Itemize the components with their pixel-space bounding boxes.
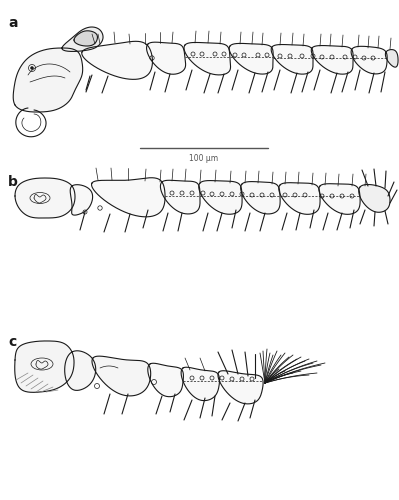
Polygon shape xyxy=(74,31,97,46)
Polygon shape xyxy=(279,182,320,214)
Text: c: c xyxy=(8,335,16,349)
Circle shape xyxy=(30,66,34,70)
Polygon shape xyxy=(15,178,75,218)
Polygon shape xyxy=(65,351,96,391)
Polygon shape xyxy=(82,42,152,80)
Polygon shape xyxy=(15,341,74,392)
Polygon shape xyxy=(181,367,219,400)
Polygon shape xyxy=(146,42,186,74)
Polygon shape xyxy=(311,46,353,74)
Polygon shape xyxy=(91,178,165,217)
Polygon shape xyxy=(385,50,398,67)
Polygon shape xyxy=(241,182,280,214)
Polygon shape xyxy=(184,42,231,75)
Polygon shape xyxy=(160,180,200,214)
Polygon shape xyxy=(13,48,83,112)
Polygon shape xyxy=(359,184,390,212)
Text: a: a xyxy=(8,16,18,30)
Polygon shape xyxy=(218,370,263,404)
Polygon shape xyxy=(70,184,93,215)
Polygon shape xyxy=(199,180,242,214)
Polygon shape xyxy=(351,46,387,74)
Polygon shape xyxy=(229,44,273,74)
Polygon shape xyxy=(148,363,184,396)
Text: b: b xyxy=(8,175,18,189)
Polygon shape xyxy=(92,356,151,396)
Text: 100 μm: 100 μm xyxy=(190,154,219,163)
Polygon shape xyxy=(62,27,103,52)
Polygon shape xyxy=(319,184,360,214)
Polygon shape xyxy=(271,44,313,74)
